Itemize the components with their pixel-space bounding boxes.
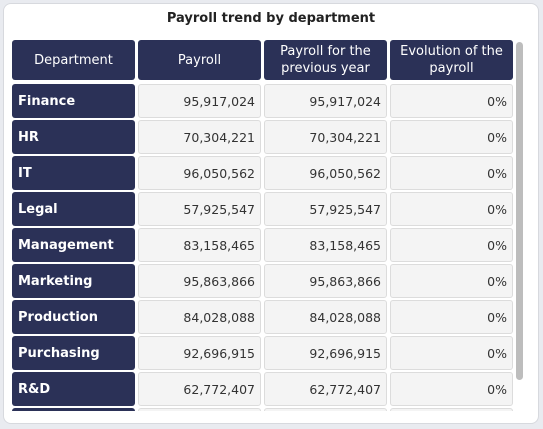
payroll-cell: 84,028,088 bbox=[138, 300, 261, 334]
evolution-cell: 0% bbox=[390, 156, 513, 190]
column-header-department[interactable]: Department bbox=[12, 40, 135, 80]
department-cell: HR bbox=[12, 120, 135, 154]
evolution-cell: 0% bbox=[390, 120, 513, 154]
payroll-widget: Payroll trend by department Department P… bbox=[3, 3, 539, 424]
evolution-cell bbox=[390, 408, 513, 411]
widget-title: Payroll trend by department bbox=[166, 11, 376, 26]
table-row[interactable]: HR 70,304,221 70,304,221 0% bbox=[12, 120, 513, 154]
department-cell: Legal bbox=[12, 192, 135, 226]
table-row[interactable] bbox=[12, 408, 513, 411]
evolution-cell: 0% bbox=[390, 192, 513, 226]
table-row[interactable]: R&D 62,772,407 62,772,407 0% bbox=[12, 372, 513, 406]
department-cell: R&D bbox=[12, 372, 135, 406]
payroll-cell: 62,772,407 bbox=[138, 372, 261, 406]
department-cell: Finance bbox=[12, 84, 135, 118]
table-row[interactable]: Management 83,158,465 83,158,465 0% bbox=[12, 228, 513, 262]
evolution-cell: 0% bbox=[390, 336, 513, 370]
evolution-cell: 0% bbox=[390, 228, 513, 262]
table-row[interactable]: Purchasing 92,696,915 92,696,915 0% bbox=[12, 336, 513, 370]
department-cell: Production bbox=[12, 300, 135, 334]
department-cell bbox=[12, 408, 135, 411]
payroll-cell: 95,863,866 bbox=[138, 264, 261, 298]
previous-payroll-cell: 62,772,407 bbox=[264, 372, 387, 406]
payroll-cell: 57,925,547 bbox=[138, 192, 261, 226]
previous-payroll-cell: 70,304,221 bbox=[264, 120, 387, 154]
department-cell: Marketing bbox=[12, 264, 135, 298]
evolution-cell: 0% bbox=[390, 84, 513, 118]
previous-payroll-cell: 92,696,915 bbox=[264, 336, 387, 370]
payroll-cell bbox=[138, 408, 261, 411]
previous-payroll-cell bbox=[264, 408, 387, 411]
payroll-table: Department Payroll Payroll for the previ… bbox=[12, 40, 513, 411]
table-row[interactable]: Marketing 95,863,866 95,863,866 0% bbox=[12, 264, 513, 298]
column-header-payroll[interactable]: Payroll bbox=[138, 40, 261, 80]
column-header-previous-payroll[interactable]: Payroll for the previous year bbox=[264, 40, 387, 80]
department-cell: Management bbox=[12, 228, 135, 262]
table-row[interactable]: IT 96,050,562 96,050,562 0% bbox=[12, 156, 513, 190]
evolution-cell: 0% bbox=[390, 264, 513, 298]
table-row[interactable]: Finance 95,917,024 95,917,024 0% bbox=[12, 84, 513, 118]
previous-payroll-cell: 95,917,024 bbox=[264, 84, 387, 118]
previous-payroll-cell: 83,158,465 bbox=[264, 228, 387, 262]
table-header-row: Department Payroll Payroll for the previ… bbox=[12, 40, 513, 80]
evolution-cell: 0% bbox=[390, 372, 513, 406]
department-cell: Purchasing bbox=[12, 336, 135, 370]
payroll-cell: 70,304,221 bbox=[138, 120, 261, 154]
previous-payroll-cell: 57,925,547 bbox=[264, 192, 387, 226]
previous-payroll-cell: 96,050,562 bbox=[264, 156, 387, 190]
payroll-cell: 96,050,562 bbox=[138, 156, 261, 190]
payroll-cell: 92,696,915 bbox=[138, 336, 261, 370]
table-row[interactable]: Legal 57,925,547 57,925,547 0% bbox=[12, 192, 513, 226]
previous-payroll-cell: 84,028,088 bbox=[264, 300, 387, 334]
payroll-cell: 95,917,024 bbox=[138, 84, 261, 118]
department-cell: IT bbox=[12, 156, 135, 190]
payroll-cell: 83,158,465 bbox=[138, 228, 261, 262]
evolution-cell: 0% bbox=[390, 300, 513, 334]
previous-payroll-cell: 95,863,866 bbox=[264, 264, 387, 298]
vertical-scrollbar[interactable] bbox=[515, 40, 524, 410]
table-row[interactable]: Production 84,028,088 84,028,088 0% bbox=[12, 300, 513, 334]
column-header-evolution[interactable]: Evolution of the payroll bbox=[390, 40, 513, 80]
scrollbar-thumb[interactable] bbox=[516, 42, 523, 380]
